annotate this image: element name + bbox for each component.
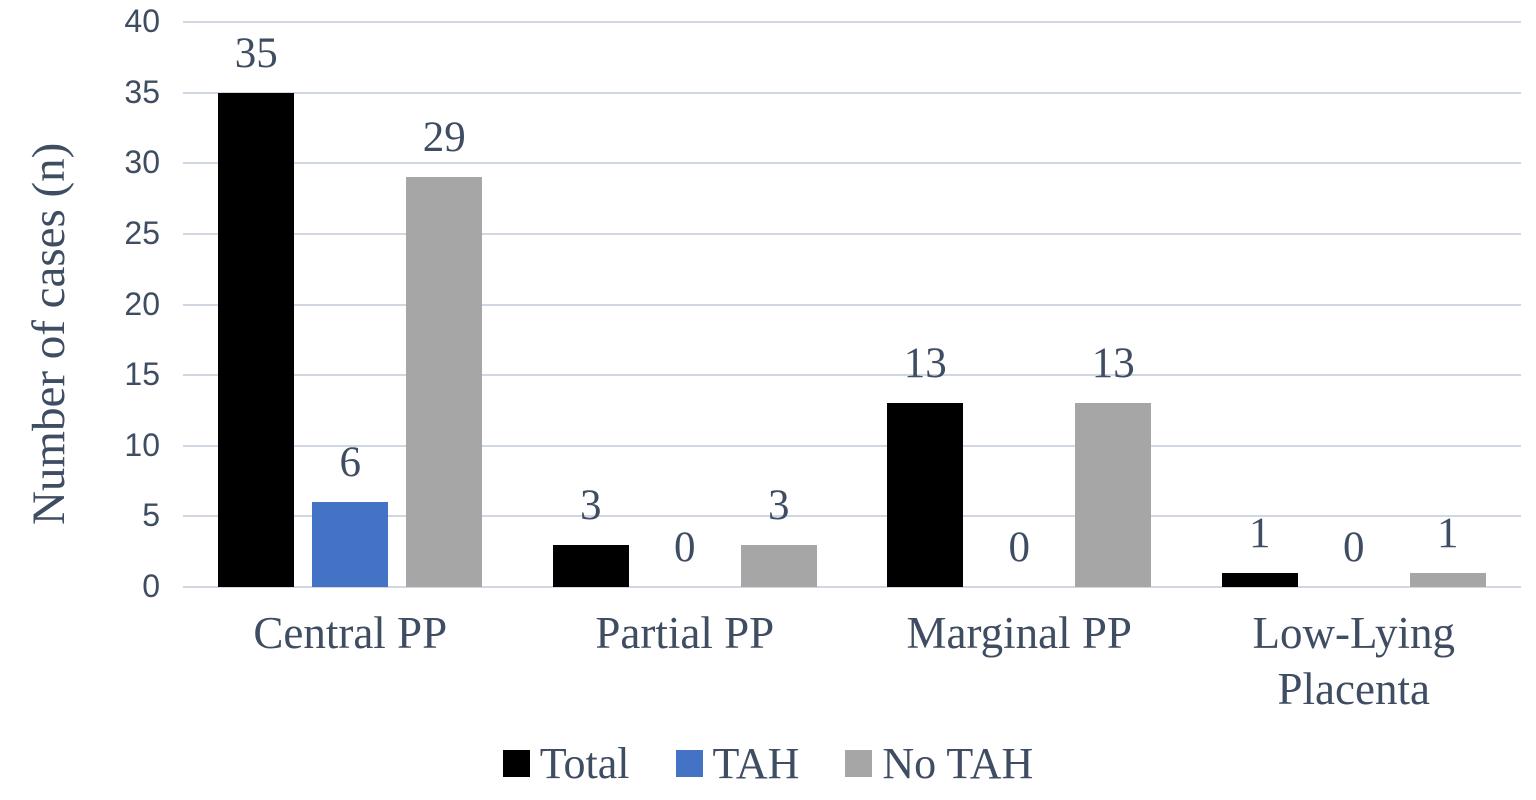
bar-tah-central-pp: [312, 502, 389, 587]
bar-value-label: 0: [1008, 524, 1031, 571]
bar-slot: 1: [1221, 22, 1298, 587]
bar-total-low-lying-placenta: [1221, 572, 1298, 587]
y-tick-label: 5: [142, 497, 160, 534]
bar-value-label: 3: [768, 481, 790, 529]
gridline: [183, 162, 1521, 165]
bar-value-label: 13: [1091, 340, 1135, 388]
bar-no-tah-marginal-pp: [1075, 403, 1152, 587]
bar-slot: 3: [552, 22, 629, 587]
bar-total-marginal-pp: [887, 403, 964, 587]
bar-value-label: 1: [1249, 509, 1271, 557]
bar-total-central-pp: [218, 92, 295, 587]
bar-group-marginal-pp: 13 0 13: [852, 22, 1187, 587]
y-tick-label: 25: [124, 214, 160, 251]
bar-group-central-pp: 35 6 29: [183, 22, 518, 587]
bar-value-label: 6: [339, 439, 362, 487]
bar-slot: 35: [218, 22, 295, 587]
bar-slot: 0: [1316, 22, 1392, 587]
gridline: [183, 232, 1521, 235]
y-tick-label: 20: [124, 285, 160, 322]
legend-swatch-icon: [845, 750, 873, 777]
bar-slot: 1: [1409, 22, 1486, 587]
legend: Total TAH No TAH: [0, 738, 1536, 789]
category-label-low-lying-placenta: Low-Lying Placenta: [1252, 608, 1455, 715]
bar-group-partial-pp: 3 0 3: [518, 22, 853, 587]
bar-value-label: 29: [422, 114, 466, 162]
bar-no-tah-partial-pp: [740, 544, 817, 587]
category-label-partial-pp: Partial PP: [595, 608, 775, 658]
bar-total-partial-pp: [552, 544, 629, 587]
gridline: [183, 515, 1521, 518]
legend-label: TAH: [712, 739, 800, 788]
gridline: [183, 91, 1521, 94]
bar-group-low-lying-placenta: 1 0 1: [1187, 22, 1522, 587]
bar-slot: 0: [647, 22, 723, 587]
y-tick-label: 15: [124, 356, 160, 393]
legend-item-tah: TAH: [675, 738, 800, 789]
x-axis-labels: Central PP Partial PP Marginal PP Low-Lying…: [183, 605, 1521, 718]
legend-label: No TAH: [882, 739, 1034, 788]
y-tick-label: 35: [124, 73, 160, 110]
bar-no-tah-low-lying-placenta: [1409, 572, 1486, 587]
y-tick-label: 0: [142, 568, 160, 604]
gridline: [183, 21, 1521, 23]
bar-value-label: 0: [674, 524, 696, 571]
category-label-central-pp: Central PP: [253, 608, 448, 658]
legend-swatch-icon: [502, 750, 530, 777]
gridline: [183, 303, 1521, 306]
y-tick-label: 10: [124, 426, 160, 463]
category-label-marginal-pp: Marginal PP: [906, 608, 1132, 658]
bar-value-label: 0: [1343, 524, 1365, 571]
legend-label: Total: [539, 739, 630, 788]
legend-swatch-icon: [675, 750, 703, 777]
bar-slot: 0: [981, 22, 1057, 587]
bar-slot: 29: [406, 22, 483, 587]
bar-value-label: 1: [1437, 509, 1459, 557]
bar-slot: 6: [312, 22, 389, 587]
gridline: [183, 374, 1521, 377]
legend-item-total: Total: [502, 738, 630, 789]
gridline: [183, 586, 1521, 588]
bar-value-label: 3: [580, 481, 602, 529]
legend-item-no-tah: No TAH: [845, 738, 1033, 789]
bar-slot: 3: [740, 22, 817, 587]
bar-slot: 13: [1075, 22, 1152, 587]
gridline: [183, 444, 1521, 447]
y-tick-label: 30: [124, 144, 160, 181]
bar-no-tah-central-pp: [406, 177, 483, 587]
bar-value-label: 13: [903, 340, 947, 388]
bar-slot: 13: [887, 22, 964, 587]
plot-area: 35 6 29 3 0 3 13 0 13 1 0 1: [183, 21, 1522, 588]
y-tick-label: 40: [124, 3, 160, 39]
bar-value-label: 35: [234, 29, 278, 77]
